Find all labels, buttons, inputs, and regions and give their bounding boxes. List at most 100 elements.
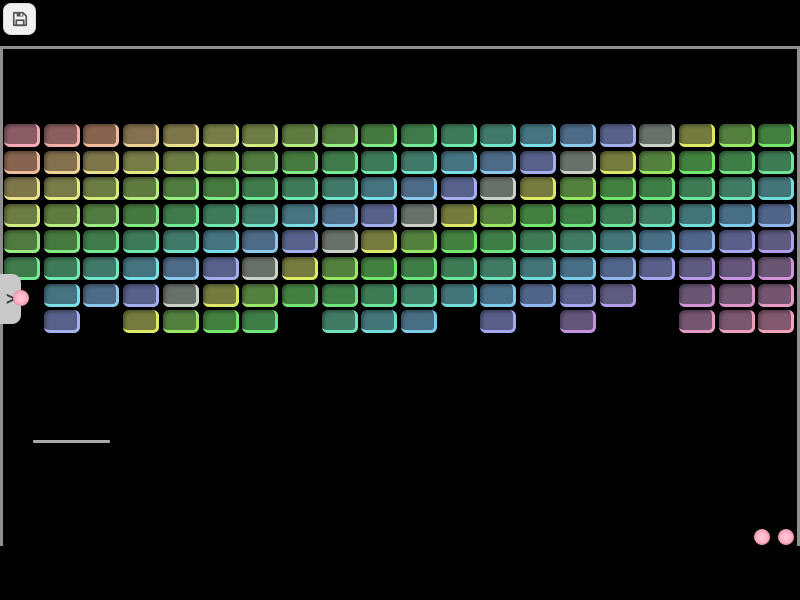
brick-r6-c6 [203,257,239,280]
brick-r7-c2 [44,284,80,307]
brick-r3-c3 [83,177,119,200]
brick-r3-c6 [203,177,239,200]
brick-r7-c4 [123,284,159,307]
brick-r4-c4 [123,204,159,227]
brick-r4-c15 [560,204,596,227]
brick-r3-c7 [242,177,278,200]
brick-r6-c12 [441,257,477,280]
panel-toggle-tab[interactable]: > [0,274,21,324]
brick-r3-c9 [322,177,358,200]
brick-r5-c13 [480,230,516,253]
brick-r2-c5 [163,151,199,174]
brick-r4-c12 [441,204,477,227]
brick-r4-c5 [163,204,199,227]
brick-r7-c11 [401,284,437,307]
brick-r5-c20 [758,230,794,253]
brick-r4-c3 [83,204,119,227]
paddle[interactable] [33,440,110,443]
brick-r1-c7 [242,124,278,147]
brick-r1-c8 [282,124,318,147]
brick-r1-c2 [44,124,80,147]
brick-r1-c15 [560,124,596,147]
brick-r7-c9 [322,284,358,307]
brick-r6-c8 [282,257,318,280]
brick-r6-c10 [361,257,397,280]
brick-r2-c6 [203,151,239,174]
brick-r8-c13 [480,310,516,333]
brick-r2-c2 [44,151,80,174]
brick-r6-c2 [44,257,80,280]
game-canvas[interactable] [0,46,800,546]
brick-r5-c6 [203,230,239,253]
brick-r4-c9 [322,204,358,227]
brick-r4-c1 [4,204,40,227]
brick-r6-c11 [401,257,437,280]
brick-r5-c7 [242,230,278,253]
brick-r1-c5 [163,124,199,147]
brick-r2-c1 [4,151,40,174]
brick-r6-c13 [480,257,516,280]
brick-r8-c5 [163,310,199,333]
brick-r8-c20 [758,310,794,333]
brick-r6-c14 [520,257,556,280]
brick-r8-c10 [361,310,397,333]
brick-r6-c9 [322,257,358,280]
brick-r1-c10 [361,124,397,147]
brick-r7-c20 [758,284,794,307]
brick-r2-c7 [242,151,278,174]
brick-r3-c20 [758,177,794,200]
brick-r3-c5 [163,177,199,200]
ball-1 [13,290,29,306]
brick-r4-c2 [44,204,80,227]
brick-r2-c17 [639,151,675,174]
brick-r3-c15 [560,177,596,200]
brick-r5-c15 [560,230,596,253]
brick-r1-c17 [639,124,675,147]
brick-r4-c10 [361,204,397,227]
brick-r3-c17 [639,177,675,200]
brick-field [0,46,800,546]
brick-r5-c11 [401,230,437,253]
brick-r5-c9 [322,230,358,253]
brick-r7-c7 [242,284,278,307]
brick-r7-c12 [441,284,477,307]
brick-r3-c18 [679,177,715,200]
brick-r3-c11 [401,177,437,200]
brick-r5-c10 [361,230,397,253]
brick-r6-c16 [600,257,636,280]
brick-r2-c12 [441,151,477,174]
brick-r8-c11 [401,310,437,333]
brick-r7-c13 [480,284,516,307]
brick-r7-c6 [203,284,239,307]
brick-r3-c2 [44,177,80,200]
brick-r5-c14 [520,230,556,253]
brick-r7-c16 [600,284,636,307]
brick-r4-c8 [282,204,318,227]
brick-r6-c5 [163,257,199,280]
brick-r2-c19 [719,151,755,174]
brick-r4-c18 [679,204,715,227]
ball-2 [754,529,770,545]
brick-r7-c19 [719,284,755,307]
brick-r3-c4 [123,177,159,200]
brick-r6-c3 [83,257,119,280]
brick-r4-c16 [600,204,636,227]
brick-r2-c14 [520,151,556,174]
brick-r5-c17 [639,230,675,253]
brick-r8-c18 [679,310,715,333]
brick-r2-c20 [758,151,794,174]
brick-r1-c11 [401,124,437,147]
ball-3 [778,529,794,545]
brick-r6-c20 [758,257,794,280]
brick-r1-c20 [758,124,794,147]
brick-r6-c7 [242,257,278,280]
brick-r2-c9 [322,151,358,174]
save-button[interactable] [3,3,36,35]
brick-r6-c18 [679,257,715,280]
brick-r6-c4 [123,257,159,280]
top-bar [0,0,800,46]
brick-r8-c4 [123,310,159,333]
brick-r1-c14 [520,124,556,147]
brick-r4-c20 [758,204,794,227]
